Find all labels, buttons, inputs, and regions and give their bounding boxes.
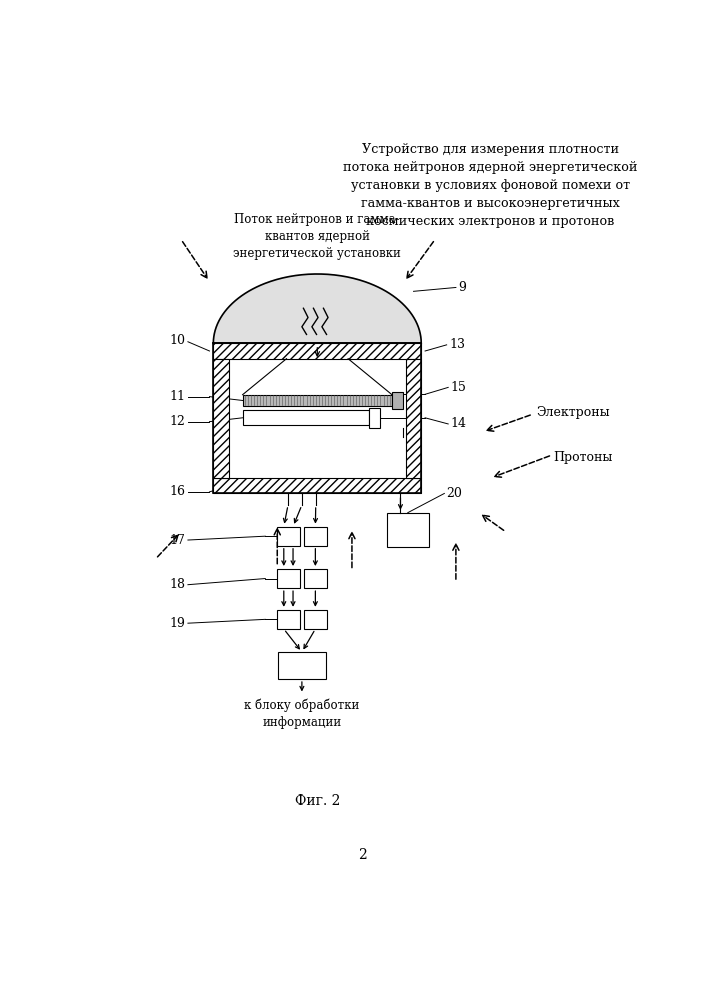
Bar — [214, 359, 229, 478]
Bar — [369, 408, 380, 428]
Text: 9: 9 — [458, 281, 466, 294]
Text: 15: 15 — [450, 381, 467, 394]
Bar — [392, 392, 403, 409]
Polygon shape — [214, 274, 421, 343]
Bar — [243, 395, 392, 406]
Bar — [277, 569, 300, 588]
Bar — [406, 359, 421, 478]
Bar — [277, 610, 300, 629]
Text: Протоны: Протоны — [554, 451, 613, 464]
Bar — [229, 359, 406, 478]
Bar — [277, 527, 300, 546]
Bar — [278, 652, 326, 679]
Text: Фиг. 2: Фиг. 2 — [295, 794, 340, 808]
Text: к блоку обработки
информации: к блоку обработки информации — [244, 698, 360, 729]
Text: Электроны: Электроны — [537, 406, 610, 419]
Bar — [214, 343, 421, 493]
Bar — [243, 410, 369, 425]
Text: 19: 19 — [170, 617, 186, 630]
Text: Поток нейтронов и гамма-
квантов ядерной
энергетической установки: Поток нейтронов и гамма- квантов ядерной… — [233, 213, 402, 260]
Text: 20: 20 — [447, 487, 462, 500]
Bar — [304, 527, 327, 546]
Text: 18: 18 — [170, 578, 186, 591]
Bar — [387, 513, 429, 547]
Text: 2: 2 — [358, 848, 366, 862]
Text: 17: 17 — [170, 534, 186, 547]
Text: 12: 12 — [170, 415, 186, 428]
Text: 10: 10 — [170, 334, 186, 347]
Text: Устройство для измерения плотности
потока нейтронов ядерной энергетической
устан: Устройство для измерения плотности поток… — [344, 143, 638, 228]
Text: 13: 13 — [449, 338, 465, 351]
Bar — [214, 343, 421, 359]
Text: 16: 16 — [170, 485, 186, 498]
Bar — [304, 569, 327, 588]
Text: 11: 11 — [170, 390, 186, 403]
Text: 14: 14 — [450, 417, 467, 430]
Bar — [214, 478, 421, 493]
Bar — [304, 610, 327, 629]
